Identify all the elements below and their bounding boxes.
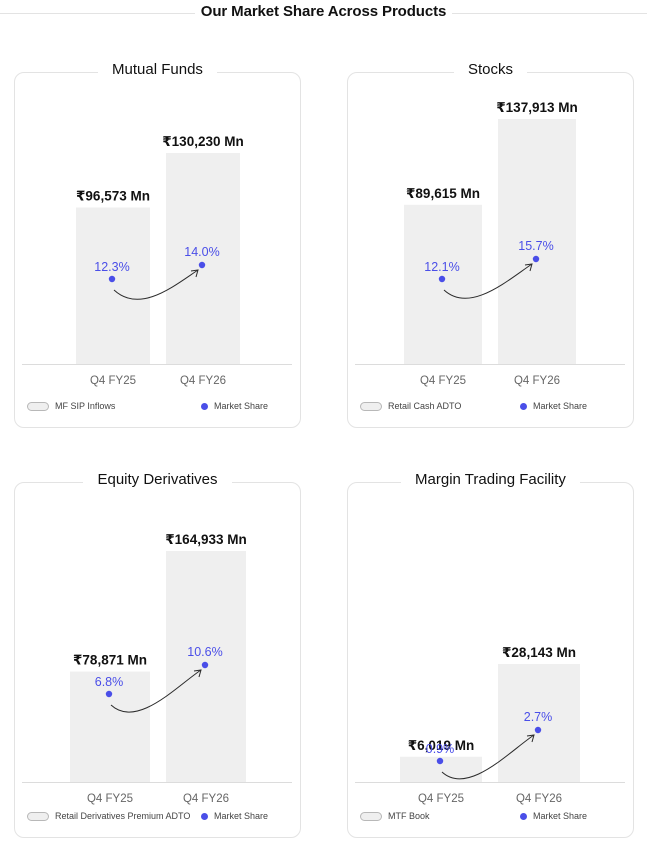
share-label: 15.7% bbox=[518, 239, 553, 253]
chart-card-equity-derivatives: Equity Derivatives ₹78,871 Mn Q4 FY25 ₹164… bbox=[14, 471, 301, 838]
share-label: 6.8% bbox=[95, 675, 124, 689]
share-trend-arrow bbox=[110, 669, 202, 713]
legend-share-swatch bbox=[201, 812, 208, 820]
chart-card-margin-trading-facility: Margin Trading Facility ₹6,019 Mn Q4 FY25… bbox=[347, 471, 634, 838]
bar-value-label: ₹130,230 Mn bbox=[162, 134, 243, 149]
share-dot-q4-fy25 bbox=[436, 757, 444, 765]
legend-item-share: Market Share bbox=[201, 401, 268, 411]
chart-legend: MTF Book Market Share bbox=[360, 811, 621, 825]
share-trend-arrowhead bbox=[526, 734, 535, 743]
legend-share-swatch bbox=[520, 402, 527, 410]
legend-bar-label: Retail Cash ADTO bbox=[388, 401, 462, 411]
bar-value-label: ₹137,913 Mn bbox=[496, 100, 577, 115]
bar-value-label: ₹96,573 Mn bbox=[76, 189, 150, 204]
legend-item-share: Market Share bbox=[520, 811, 587, 821]
share-trend-arrow bbox=[441, 734, 535, 780]
chart-plot: ₹89,615 Mn Q4 FY25 ₹137,913 Mn Q4 FY26 12.1%… bbox=[355, 100, 625, 387]
chart-plot: ₹96,573 Mn Q4 FY25 ₹130,230 Mn Q4 FY26 12.3%… bbox=[22, 134, 292, 387]
bar-value-label: ₹89,615 Mn bbox=[406, 186, 480, 201]
share-dot-q4-fy25 bbox=[105, 690, 113, 698]
bar-q4-fy25 bbox=[70, 671, 150, 782]
chart-legend: MF SIP Inflows Market Share bbox=[27, 401, 288, 415]
legend-item-share: Market Share bbox=[520, 401, 587, 411]
share-dot-q4-fy26 bbox=[532, 255, 540, 263]
bar-value-label: ₹164,933 Mn bbox=[165, 532, 246, 547]
legend-bar-swatch bbox=[360, 401, 382, 411]
chart-card-mutual-funds: Mutual Funds ₹96,573 Mn Q4 FY25 ₹130,230 M… bbox=[14, 61, 301, 428]
x-tick-label: Q4 FY25 bbox=[420, 375, 466, 387]
x-tick-label: Q4 FY25 bbox=[90, 375, 136, 387]
legend-item-bar: MTF Book bbox=[360, 811, 430, 821]
bar-q4-fy25 bbox=[404, 204, 482, 364]
header-rule-right bbox=[452, 13, 647, 14]
legend-share-label: Market Share bbox=[533, 811, 588, 821]
bar-q4-fy26 bbox=[498, 664, 580, 782]
legend-share-swatch bbox=[201, 402, 208, 410]
legend-item-share: Market Share bbox=[201, 811, 268, 821]
legend-share-label: Market Share bbox=[533, 401, 588, 411]
chart-legend: Retail Derivatives Premium ADTO Market S… bbox=[27, 811, 288, 825]
share-trend-arrow bbox=[113, 269, 199, 300]
bar-q4-fy26 bbox=[498, 119, 576, 364]
x-tick-label: Q4 FY25 bbox=[418, 793, 464, 805]
bar-q4-fy25 bbox=[76, 207, 150, 364]
chart-plot: ₹6,019 Mn Q4 FY25 ₹28,143 Mn Q4 FY26 0.9% 2.7… bbox=[355, 645, 625, 805]
chart-plot: ₹78,871 Mn Q4 FY25 ₹164,933 Mn Q4 FY26 6.8% 1… bbox=[22, 532, 292, 805]
x-tick-label: Q4 FY26 bbox=[183, 793, 229, 805]
page-title: Our Market Share Across Products bbox=[200, 3, 447, 20]
share-dot-q4-fy26 bbox=[201, 661, 209, 669]
chart-card-stocks: Stocks ₹89,615 Mn Q4 FY25 ₹137,913 Mn Q4 FY… bbox=[347, 61, 634, 428]
x-tick-label: Q4 FY26 bbox=[514, 375, 560, 387]
chart-title: Mutual Funds bbox=[98, 61, 217, 78]
header-rule-left bbox=[0, 13, 195, 14]
legend-share-swatch bbox=[520, 812, 527, 820]
share-dot-q4-fy26 bbox=[198, 261, 206, 269]
chart-title: Stocks bbox=[453, 61, 527, 78]
share-dot-q4-fy26 bbox=[534, 726, 542, 734]
share-label: 0.9% bbox=[426, 742, 455, 756]
share-label: 10.6% bbox=[187, 645, 222, 659]
share-trend-arrowhead bbox=[193, 669, 202, 678]
share-label: 12.1% bbox=[424, 260, 459, 274]
x-tick-label: Q4 FY26 bbox=[516, 793, 562, 805]
share-trend-arrowhead bbox=[524, 263, 533, 272]
share-dot-q4-fy25 bbox=[438, 275, 446, 283]
share-label: 12.3% bbox=[94, 260, 129, 274]
share-dot-q4-fy25 bbox=[108, 275, 116, 283]
legend-share-label: Market Share bbox=[214, 401, 269, 411]
legend-share-label: Market Share bbox=[214, 811, 269, 821]
page-header: Our Market Share Across Products bbox=[0, 0, 647, 26]
legend-bar-swatch bbox=[27, 401, 49, 411]
legend-bar-swatch bbox=[360, 811, 382, 821]
legend-bar-label: MTF Book bbox=[388, 811, 430, 821]
x-tick-label: Q4 FY26 bbox=[180, 375, 226, 387]
chart-title: Equity Derivatives bbox=[83, 471, 232, 488]
share-label: 14.0% bbox=[184, 245, 219, 259]
share-trend-arrow bbox=[443, 263, 533, 299]
legend-item-bar: Retail Derivatives Premium ADTO bbox=[27, 811, 190, 821]
bar-value-label: ₹28,143 Mn bbox=[502, 645, 576, 660]
bar-value-label: ₹6,019 Mn bbox=[408, 738, 474, 753]
x-tick-label: Q4 FY25 bbox=[87, 793, 133, 805]
legend-item-bar: Retail Cash ADTO bbox=[360, 401, 461, 411]
share-trend-arrowhead bbox=[190, 269, 199, 278]
legend-bar-swatch bbox=[27, 811, 49, 821]
bar-value-label: ₹78,871 Mn bbox=[73, 653, 147, 668]
bar-q4-fy26 bbox=[166, 153, 240, 364]
legend-bar-label: Retail Derivatives Premium ADTO bbox=[55, 811, 191, 821]
share-label: 2.7% bbox=[524, 710, 553, 724]
chart-title: Margin Trading Facility bbox=[401, 471, 580, 488]
legend-item-bar: MF SIP Inflows bbox=[27, 401, 115, 411]
legend-bar-label: MF SIP Inflows bbox=[55, 401, 116, 411]
chart-legend: Retail Cash ADTO Market Share bbox=[360, 401, 621, 415]
